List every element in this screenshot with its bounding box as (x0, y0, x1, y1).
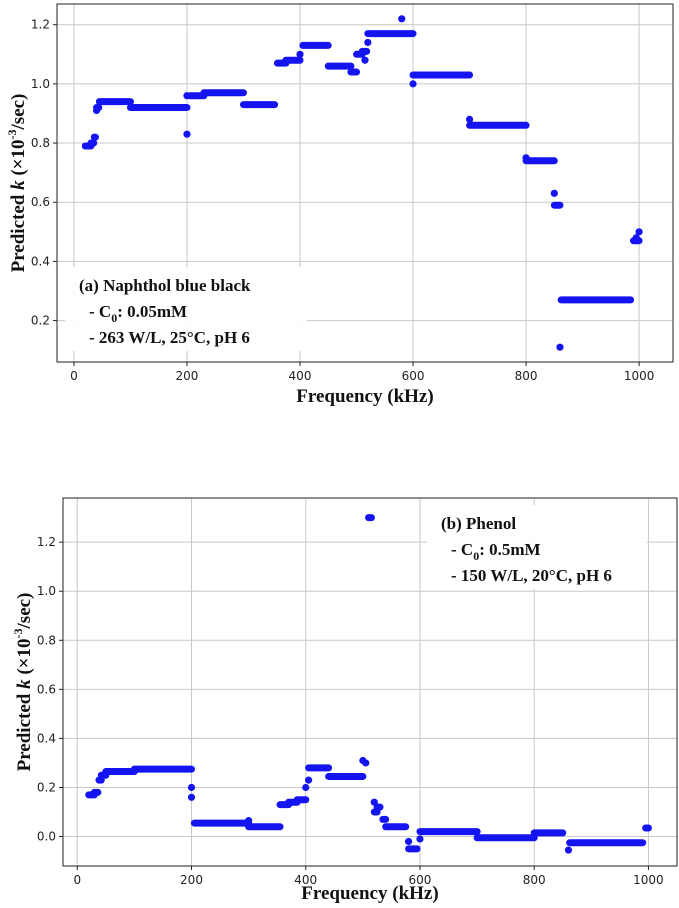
y-tick-label: 1.0 (31, 77, 50, 91)
data-point (564, 846, 573, 854)
x-axis-title-b: Frequency (kHz) (301, 883, 438, 904)
x-tick-label: 1000 (624, 369, 655, 383)
annotation-conditions: - 263 W/L, 25°C, pH 6 (89, 328, 250, 347)
ticks-a: 0 200 400 600 800 1000 0.2 0.4 0.6 0.8 1.0 1.2 (31, 18, 654, 383)
annotation-conditions: - 150 W/L, 20°C, pH 6 (451, 566, 612, 585)
x-axis-title-a: Frequency (kHz) (296, 386, 433, 407)
chart-panel-b: 0 200 400 600 800 1000 0.0 0.2 0.4 0.6 0.8 1.0 1.2 (… (11, 497, 678, 904)
annotation-title: (a) Naphthol blue black (79, 276, 251, 295)
annotation-concentration: - C0: 0.5mM (451, 540, 541, 563)
data-point (409, 80, 417, 88)
data-point (187, 783, 196, 792)
annotation-title: (b) Phenol (441, 514, 516, 533)
annotation-box-b: (b) Phenol - C0: 0.5mM - 150 W/L, 20°C, pH… (427, 505, 647, 589)
y-tick-label: 1.2 (31, 18, 50, 32)
y-tick-label: 0.2 (37, 780, 56, 794)
x-tick-label: 600 (402, 369, 425, 383)
x-tick-label: 200 (180, 873, 203, 887)
annotation-concentration: - C0: 0.05mM (89, 302, 187, 325)
marks-b (85, 514, 652, 854)
annotation-background (65, 267, 307, 351)
y-tick-label: 1.0 (37, 584, 56, 598)
data-point (183, 92, 191, 100)
data-point (92, 106, 101, 115)
x-tick-label: 600 (409, 873, 432, 887)
data-point (361, 56, 369, 64)
y-axis-title-a: Predicted k (×10-3/sec) (5, 94, 30, 273)
plot-frame-a (56, 3, 674, 363)
data-point (465, 115, 474, 123)
y-tick-label: 0.8 (37, 633, 56, 647)
data-point (364, 38, 372, 47)
data-point (550, 189, 558, 197)
x-tick-label: 0 (73, 873, 81, 887)
x-tick-label: 400 (294, 873, 317, 887)
grid-b (63, 498, 677, 866)
data-point (556, 343, 564, 351)
data-point (305, 776, 313, 784)
plot-frame-b (62, 497, 678, 867)
chart-panel-a: 0 200 400 600 800 1000 0.2 0.4 0.6 0.8 1.0 1.2 (a) … (5, 3, 674, 407)
marks-a (81, 15, 643, 351)
y-tick-label: 0.0 (37, 830, 56, 844)
data-point (522, 154, 530, 162)
y-tick-label: 0.2 (31, 314, 50, 328)
annotation-background (427, 505, 647, 589)
x-tick-label: 800 (523, 873, 546, 887)
x-tick-label: 400 (289, 369, 312, 383)
data-point (404, 837, 413, 846)
x-tick-label: 800 (515, 369, 538, 383)
y-tick-label: 1.2 (37, 535, 56, 549)
data-point (183, 130, 191, 138)
x-tick-label: 0 (70, 369, 78, 383)
y-tick-label: 0.4 (31, 254, 50, 268)
data-point (296, 50, 304, 58)
data-point (302, 783, 310, 792)
y-tick-label: 0.4 (37, 731, 56, 745)
data-point (370, 798, 378, 806)
data-point (635, 228, 643, 236)
data-point (362, 759, 370, 767)
x-tick-label: 1000 (633, 873, 664, 887)
data-point (187, 793, 196, 801)
y-tick-label: 0.6 (31, 195, 50, 209)
annotation-box-a: (a) Naphthol blue black - C0: 0.05mM - 263… (65, 267, 307, 351)
x-tick-label: 200 (176, 369, 199, 383)
data-point (245, 817, 253, 825)
data-point (398, 15, 406, 23)
y-axis-title-b: Predicted k (×10-3/sec) (11, 593, 36, 772)
ticks-b: 0 200 400 600 800 1000 0.0 0.2 0.4 0.6 0.8 1.0 1.2 (37, 535, 664, 887)
y-tick-label: 0.8 (31, 136, 50, 150)
y-tick-label: 0.6 (37, 682, 56, 696)
data-point (632, 234, 640, 242)
data-point (416, 835, 424, 843)
